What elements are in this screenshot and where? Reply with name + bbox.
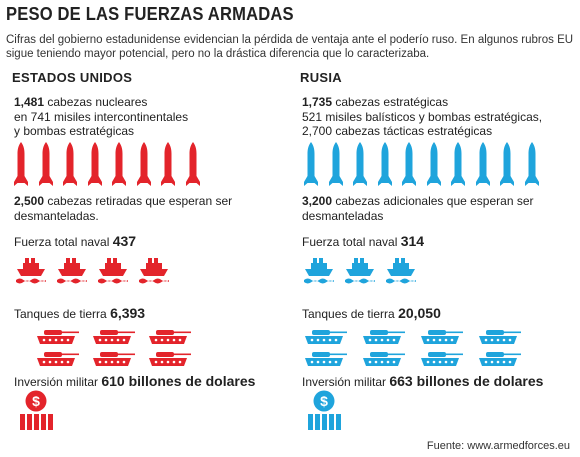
us-retired-text: 2,500 cabezas retiradas que esperan ser … bbox=[14, 194, 284, 223]
tank-icon bbox=[476, 350, 522, 367]
ru-missile-row bbox=[304, 142, 549, 186]
missile-icon bbox=[475, 142, 490, 186]
missile-icon bbox=[112, 142, 126, 186]
us-spend-value: 610 billones de dolares bbox=[101, 373, 256, 389]
us-naval-text: Fuerza total naval 437 bbox=[14, 234, 136, 250]
missile-icon bbox=[500, 142, 514, 186]
ship-icon bbox=[345, 256, 375, 284]
tank-icon bbox=[90, 328, 136, 345]
us-money-bag-icon: $ bbox=[18, 390, 54, 435]
ship-icon bbox=[16, 256, 46, 284]
missile-icon bbox=[304, 142, 318, 186]
missile-icon bbox=[14, 142, 28, 186]
ru-retired-label: cabezas adicionales que esperan ser bbox=[332, 194, 534, 208]
ru-warheads-label: cabezas estratégicas bbox=[332, 95, 449, 109]
tank-icon bbox=[302, 328, 348, 345]
us-warheads-line3: y bombas estratégicas bbox=[14, 124, 135, 138]
us-spend-label: Inversión militar bbox=[14, 375, 102, 389]
missile-icon bbox=[426, 142, 441, 186]
ru-spend-label: Inversión militar bbox=[302, 375, 390, 389]
ru-naval-value: 314 bbox=[400, 233, 425, 249]
svg-text:$: $ bbox=[32, 393, 40, 409]
ru-naval-text: Fuerza total naval 314 bbox=[302, 234, 424, 250]
ru-retired-line2: desmanteladas bbox=[302, 208, 384, 223]
tank-icon bbox=[34, 328, 80, 345]
ru-retired-text: 3,200 cabezas adicionales que esperan se… bbox=[302, 194, 578, 223]
page-title: PESO DE LAS FUERZAS ARMADAS bbox=[6, 4, 294, 24]
ru-spend-text: Inversión militar 663 billones de dolare… bbox=[302, 374, 543, 390]
us-warheads-number: 1,481 bbox=[14, 95, 45, 109]
svg-text:$: $ bbox=[320, 393, 328, 409]
ru-tanks-text: Tanques de tierra 20,050 bbox=[302, 306, 441, 322]
tank-icon bbox=[302, 350, 348, 367]
missile-icon bbox=[38, 142, 53, 186]
us-retired-number: 2,500 bbox=[14, 194, 45, 208]
missile-icon bbox=[377, 142, 392, 186]
ru-tank-grid bbox=[302, 328, 578, 368]
tank-icon bbox=[418, 350, 464, 367]
tank-icon bbox=[146, 350, 192, 367]
us-tanks-text: Tanques de tierra 6,393 bbox=[14, 306, 145, 322]
tank-icon bbox=[418, 328, 464, 345]
ru-tanks-value: 20,050 bbox=[398, 305, 441, 321]
country-title-us: ESTADOS UNIDOS bbox=[12, 70, 133, 85]
missile-icon bbox=[353, 142, 367, 186]
tank-icon bbox=[34, 350, 80, 367]
missile-icon bbox=[161, 142, 175, 186]
us-warheads-text: 1,481 cabezas nucleares en 741 misiles i… bbox=[14, 95, 284, 139]
missile-icon bbox=[524, 142, 539, 186]
tank-icon bbox=[146, 328, 192, 345]
missile-icon bbox=[87, 142, 102, 186]
ru-retired-number: 3,200 bbox=[302, 194, 333, 208]
ru-ship-row bbox=[304, 256, 427, 284]
ru-money-bag-icon: $ bbox=[306, 390, 342, 435]
us-spend-text: Inversión militar 610 billones de dolare… bbox=[14, 374, 255, 390]
ru-spend-value: 663 billones de dolares bbox=[389, 373, 544, 389]
ship-icon bbox=[386, 256, 416, 284]
ru-warheads-line3: 2,700 cabezas tácticas estratégicas bbox=[302, 124, 493, 138]
us-tank-grid bbox=[34, 328, 234, 368]
missile-icon bbox=[328, 142, 343, 186]
missile-icon bbox=[185, 142, 200, 186]
ship-icon bbox=[57, 256, 87, 284]
us-tanks-label: Tanques de tierra bbox=[14, 307, 111, 321]
tank-icon bbox=[90, 350, 136, 367]
ru-warheads-text: 1,735 cabezas estratégicas 521 misiles b… bbox=[302, 95, 578, 139]
ru-warheads-number: 1,735 bbox=[302, 95, 333, 109]
us-tanks-value: 6,393 bbox=[110, 305, 146, 321]
missile-icon bbox=[63, 142, 77, 186]
ship-icon bbox=[98, 256, 128, 284]
us-naval-value: 437 bbox=[112, 233, 137, 249]
us-naval-label: Fuerza total naval bbox=[14, 235, 113, 249]
source-credit: Fuente: www.armedforces.eu bbox=[426, 440, 570, 452]
missile-icon bbox=[402, 142, 416, 186]
us-warheads-label: cabezas nucleares bbox=[44, 95, 148, 109]
ship-icon bbox=[139, 256, 169, 284]
page-subtitle: Cifras del gobierno estadunidense eviden… bbox=[6, 34, 574, 60]
us-missile-row bbox=[14, 142, 210, 186]
us-warheads-line2: en 741 misiles intercontinentales bbox=[14, 109, 189, 124]
missile-icon bbox=[451, 142, 465, 186]
us-retired-label: cabezas retiradas que esperan ser bbox=[44, 194, 233, 208]
tank-icon bbox=[476, 328, 522, 345]
tank-icon bbox=[360, 350, 406, 367]
us-retired-line2: desmanteladas. bbox=[14, 208, 99, 223]
missile-icon bbox=[136, 142, 151, 186]
ru-warheads-line2: 521 misiles balísticos y bombas estratég… bbox=[302, 109, 543, 124]
country-title-ru: RUSIA bbox=[300, 70, 342, 85]
tank-icon bbox=[360, 328, 406, 345]
us-ship-row bbox=[16, 256, 180, 284]
ru-naval-label: Fuerza total naval bbox=[302, 235, 401, 249]
ship-icon bbox=[304, 256, 334, 284]
ru-tanks-label: Tanques de tierra bbox=[302, 307, 399, 321]
